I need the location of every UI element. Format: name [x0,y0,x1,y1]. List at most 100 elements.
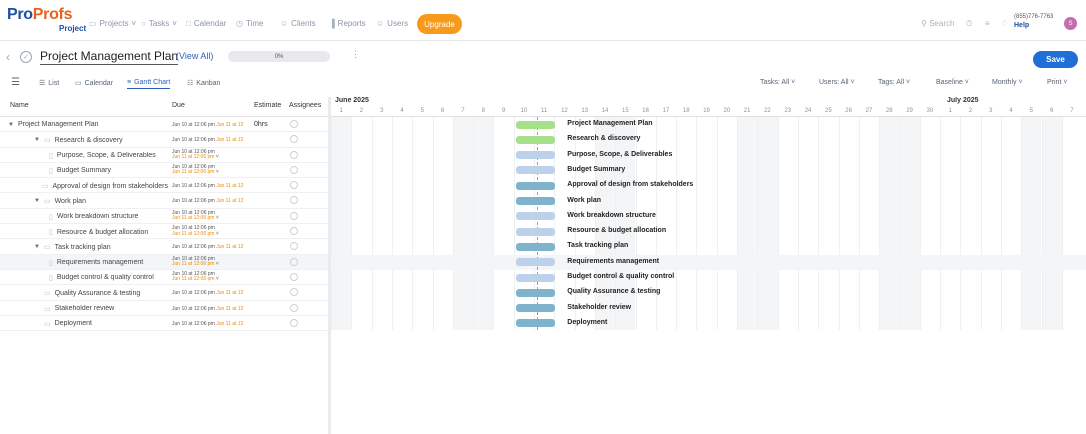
menu-icon[interactable]: ☰ [11,77,20,88]
due-date-cell[interactable]: Jun 10 at 12:06 pm Jun 11 at 12 [172,183,243,189]
due-date-cell[interactable]: Jun 10 at 12:06 pm Jun 11 at 12 [172,122,243,128]
gantt-bar[interactable] [515,288,556,297]
task-name-cell[interactable]: ▯ Resource & budget allocation [49,228,168,237]
assignee-avatar-icon[interactable] [290,288,298,297]
table-row[interactable]: ▯ Budget Summary Jun 10 at 12:06 pm Jun 11 … [0,163,328,179]
table-row[interactable]: ▭ Deployment Jun 10 at 12:06 pm Jun 11 at … [0,316,328,332]
table-row[interactable]: ▯ Budget control & quality control Jun 10 … [0,270,328,286]
filter-dropdown[interactable]: Tasks: All ˅ [760,79,795,86]
chevron-down-icon[interactable]: ˅ [214,169,219,176]
assignee-avatar-icon[interactable] [290,211,298,220]
chevron-down-icon[interactable]: ˅ [214,261,219,268]
pane-splitter[interactable] [328,97,331,434]
task-name-cell[interactable]: ▼ ▭ Work plan [34,197,168,206]
tab-list[interactable]: ☰ List [39,79,59,88]
due-date-cell[interactable]: Jun 10 at 12:06 pm Jun 11 at 12 [172,198,243,204]
due-date-cell[interactable]: Jun 10 at 12:06 pm Jun 11 at 12:06 pm ˅ [172,271,219,283]
nav-projects[interactable]: ▭ Projects ˅ [89,19,136,28]
more-options-icon[interactable]: ⋮ [351,49,360,59]
tab-calendar[interactable]: ▭ Calendar [75,79,113,88]
assignee-avatar-icon[interactable] [290,181,298,190]
due-date-cell[interactable]: Jun 10 at 12:06 pm Jun 11 at 12:06 pm ˅ [172,210,219,222]
save-button[interactable]: Save [1033,51,1078,68]
column-due[interactable]: Due [172,102,185,109]
table-row[interactable]: ▯ Work breakdown structure Jun 10 at 12:06… [0,209,328,225]
nav-reports[interactable]: ▐ Reports [329,19,366,28]
column-assignees[interactable]: Assignees [289,102,322,109]
gantt-bar[interactable] [515,181,556,190]
chevron-down-icon[interactable]: ˅ [214,276,219,283]
table-row[interactable]: ▯ Resource & budget allocation Jun 10 at 1… [0,224,328,240]
table-row[interactable]: ▯ Requirements management Jun 10 at 12:06 … [0,254,328,270]
gantt-bar[interactable] [515,212,556,221]
due-date-cell[interactable]: Jun 10 at 12:06 pm Jun 11 at 12:06 pm ˅ [172,164,219,176]
chevron-down-icon[interactable]: ˅ [214,154,219,161]
table-row[interactable]: ▭ Stakeholder review Jun 10 at 12:06 pm Ju… [0,301,328,316]
table-row[interactable]: ▯ Purpose, Scope, & Deliverables Jun 10 at… [0,148,328,163]
avatar[interactable]: S [1064,17,1077,30]
task-name-cell[interactable]: ▯ Work breakdown structure [49,213,168,221]
search-box[interactable]: ⚲ Search [921,19,954,28]
due-date-cell[interactable]: Jun 10 at 12:06 pm Jun 11 at 12 [172,244,243,250]
due-date-cell[interactable]: Jun 10 at 12:06 pm Jun 11 at 12 [172,290,243,296]
gantt-bar[interactable] [515,120,556,129]
proprofs-logo[interactable]: ProProfs Project [7,7,86,35]
task-name-cell[interactable]: ▭ Approval of design from stakeholders [34,182,168,191]
task-name-cell[interactable]: ▯ Budget control & quality control [49,274,168,282]
column-name[interactable]: Name [10,102,29,109]
gantt-bar[interactable] [515,319,556,328]
column-estimate[interactable]: Estimate [254,102,282,109]
expand-toggle-icon[interactable]: ▼ [34,137,40,144]
filter-dropdown[interactable]: Baseline ˅ [936,79,969,86]
list-icon[interactable]: ≡ [985,19,990,28]
table-row[interactable]: ▭ Quality Assurance & testing Jun 10 at 12… [0,285,328,301]
bell-icon[interactable]: ♢ [1001,19,1009,28]
task-name-cell[interactable]: ▼ Project Management Plan [8,121,168,128]
expand-toggle-icon[interactable]: ▼ [34,244,40,251]
due-date-cell[interactable]: Jun 10 at 12:06 pm Jun 11 at 12 [172,306,243,312]
expand-toggle-icon[interactable]: ▼ [34,198,40,205]
timer-icon[interactable]: ⏱ [966,19,973,28]
gantt-bar[interactable] [515,197,556,205]
task-name-cell[interactable]: ▼ ▭ Research & discovery [34,136,168,145]
filter-dropdown[interactable]: Tags: All ˅ [878,79,910,86]
assignee-avatar-icon[interactable] [290,135,298,144]
page-title[interactable]: Project Management Plan [40,49,179,65]
due-date-cell[interactable]: Jun 10 at 12:06 pm Jun 11 at 12:06 pm ˅ [172,225,219,237]
task-name-cell[interactable]: ▯ Budget Summary [49,167,168,175]
task-name-cell[interactable]: ▭ Stakeholder review [34,305,168,313]
nav-users[interactable]: ☺ Users [376,19,408,28]
table-row[interactable]: ▼ ▭ Work plan Jun 10 at 12:06 pm Jun 11 at … [0,193,328,209]
task-name-cell[interactable]: ▯ Requirements management [49,259,168,267]
gantt-bar[interactable] [515,135,556,144]
assignee-avatar-icon[interactable] [290,227,298,236]
view-all-link[interactable]: (View All) [176,51,214,61]
table-row[interactable]: ▼ Project Management Plan Jun 10 at 12:06 … [0,117,328,133]
task-name-cell[interactable]: ▼ ▭ Task tracking plan [34,243,168,252]
nav-clients[interactable]: ☺ Clients [280,19,316,28]
filter-dropdown[interactable]: Print ˅ [1047,79,1067,86]
tab-gantt-chart[interactable]: ≡ Gantt Chart [127,79,171,89]
gantt-bar[interactable] [515,304,556,313]
gantt-bar[interactable] [515,273,556,282]
estimate-cell[interactable]: 0hrs [254,121,268,128]
assignee-avatar-icon[interactable] [290,257,298,266]
task-name-cell[interactable]: ▭ Deployment [34,320,168,328]
assignee-avatar-icon[interactable] [290,165,298,174]
task-name-cell[interactable]: ▯ Purpose, Scope, & Deliverables [49,152,168,160]
nav-tasks[interactable]: ○ Tasks ˅ [141,19,177,28]
filter-dropdown[interactable]: Monthly ˅ [992,79,1023,86]
assignee-avatar-icon[interactable] [290,303,298,312]
nav-time[interactable]: ◷ Time [236,19,263,28]
table-row[interactable]: ▼ ▭ Research & discovery Jun 10 at 12:06 pm… [0,132,328,148]
chevron-down-icon[interactable]: ˅ [214,215,219,222]
due-date-cell[interactable]: Jun 10 at 12:06 pm Jun 11 at 12 [172,321,243,327]
tab-kanban[interactable]: ☷ Kanban [187,79,220,88]
expand-toggle-icon[interactable]: ▼ [8,121,14,128]
table-row[interactable]: ▭ Approval of design from stakeholders Jun… [0,178,328,194]
task-name-cell[interactable]: ▭ Quality Assurance & testing [34,289,168,298]
assignee-avatar-icon[interactable] [290,242,298,251]
due-date-cell[interactable]: Jun 10 at 12:06 pm Jun 11 at 12:06 pm ˅ [172,149,219,161]
chevron-down-icon[interactable]: ˅ [214,230,219,237]
assignee-avatar-icon[interactable] [290,272,298,281]
